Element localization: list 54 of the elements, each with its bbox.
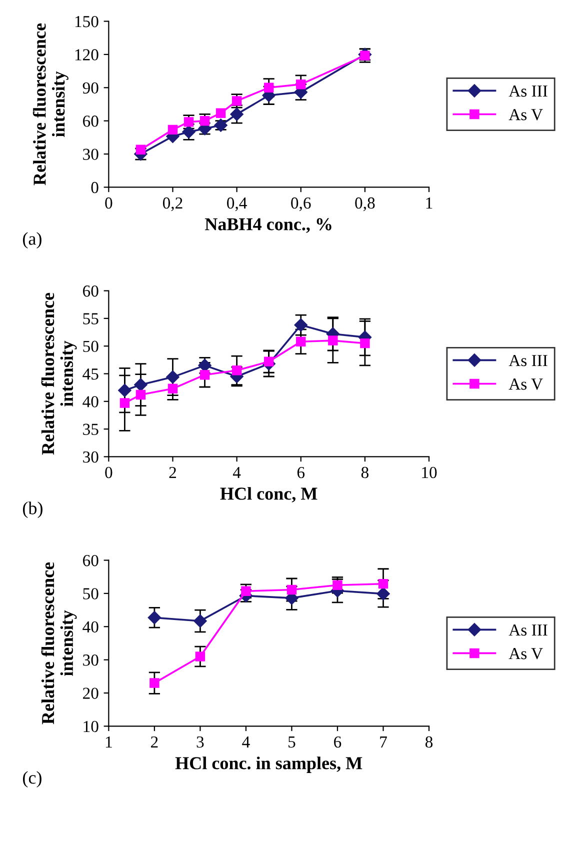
y-tick-label: 10 [84,720,98,732]
y-tick-label: 40 [82,621,98,633]
x-tick-label: 0,4 [227,197,247,212]
x-tick-label: 4 [232,467,241,478]
y-tick-label: 20 [83,688,98,699]
y-tick-label: 50 [83,340,98,352]
y-tick-label: 30 [83,654,98,666]
y-tick-label: 90 [82,82,98,94]
legend-label: As V [508,109,543,120]
x-tick-label: 2 [169,466,176,478]
x-axis-title: NaBH4 conc., % [204,218,332,233]
y-axis-title: Relative fluorescence intensity [32,23,68,186]
y-axis-title: Relative fluorescence intensity [41,292,77,455]
x-tick-label: 3 [196,736,204,748]
y-axis-title: Relative fluorescence intensity [41,562,77,724]
text: (a) [22,232,42,249]
y-tick-label: 60 [83,285,98,297]
x-tick-label: 0 [105,197,112,209]
legend-label: As V [508,378,543,390]
y-tick-label: 55 [83,313,98,324]
x-tick-label: 0,2 [162,197,182,212]
y-tick-label: 40 [82,396,98,408]
text: (b) [22,502,42,518]
x-tick-label: 8 [425,736,433,748]
x-tick-label: 1 [426,198,432,209]
legend-label: As III [508,624,548,636]
x-axis-title: HCl conc. in samples, M [175,756,362,773]
x-tick-label: 0,6 [291,197,311,212]
legend-label: As V [508,648,543,660]
y-tick-label: 30 [83,148,98,160]
x-tick-label: 1 [106,736,112,748]
x-tick-label: 0 [105,466,112,478]
x-tick-label: 4 [242,736,250,748]
y-tick-label: 45 [82,368,98,380]
legend-label: As III [508,86,548,97]
x-tick-label: 10 [422,466,437,478]
y-tick-label: 60 [83,554,98,566]
x-tick-label: 7 [380,736,387,748]
text: (c) [22,771,42,788]
y-tick-label: 150 [75,16,98,28]
x-tick-label: 8 [361,466,368,478]
x-tick-label: 2 [151,736,158,748]
y-tick-label: 120 [75,49,98,60]
legend-label: As III [508,355,548,366]
x-tick-label: 6 [334,736,342,748]
y-tick-label: 50 [83,588,98,600]
y-tick-label: 35 [83,424,98,435]
x-tick-label: 6 [297,466,305,478]
y-tick-label: 0 [91,182,98,194]
x-tick-label: 0,8 [355,197,375,212]
x-axis-title: HCl conc, M [220,487,318,502]
x-tick-label: 5 [288,736,296,748]
y-tick-label: 60 [83,116,98,127]
y-tick-label: 30 [83,451,98,463]
